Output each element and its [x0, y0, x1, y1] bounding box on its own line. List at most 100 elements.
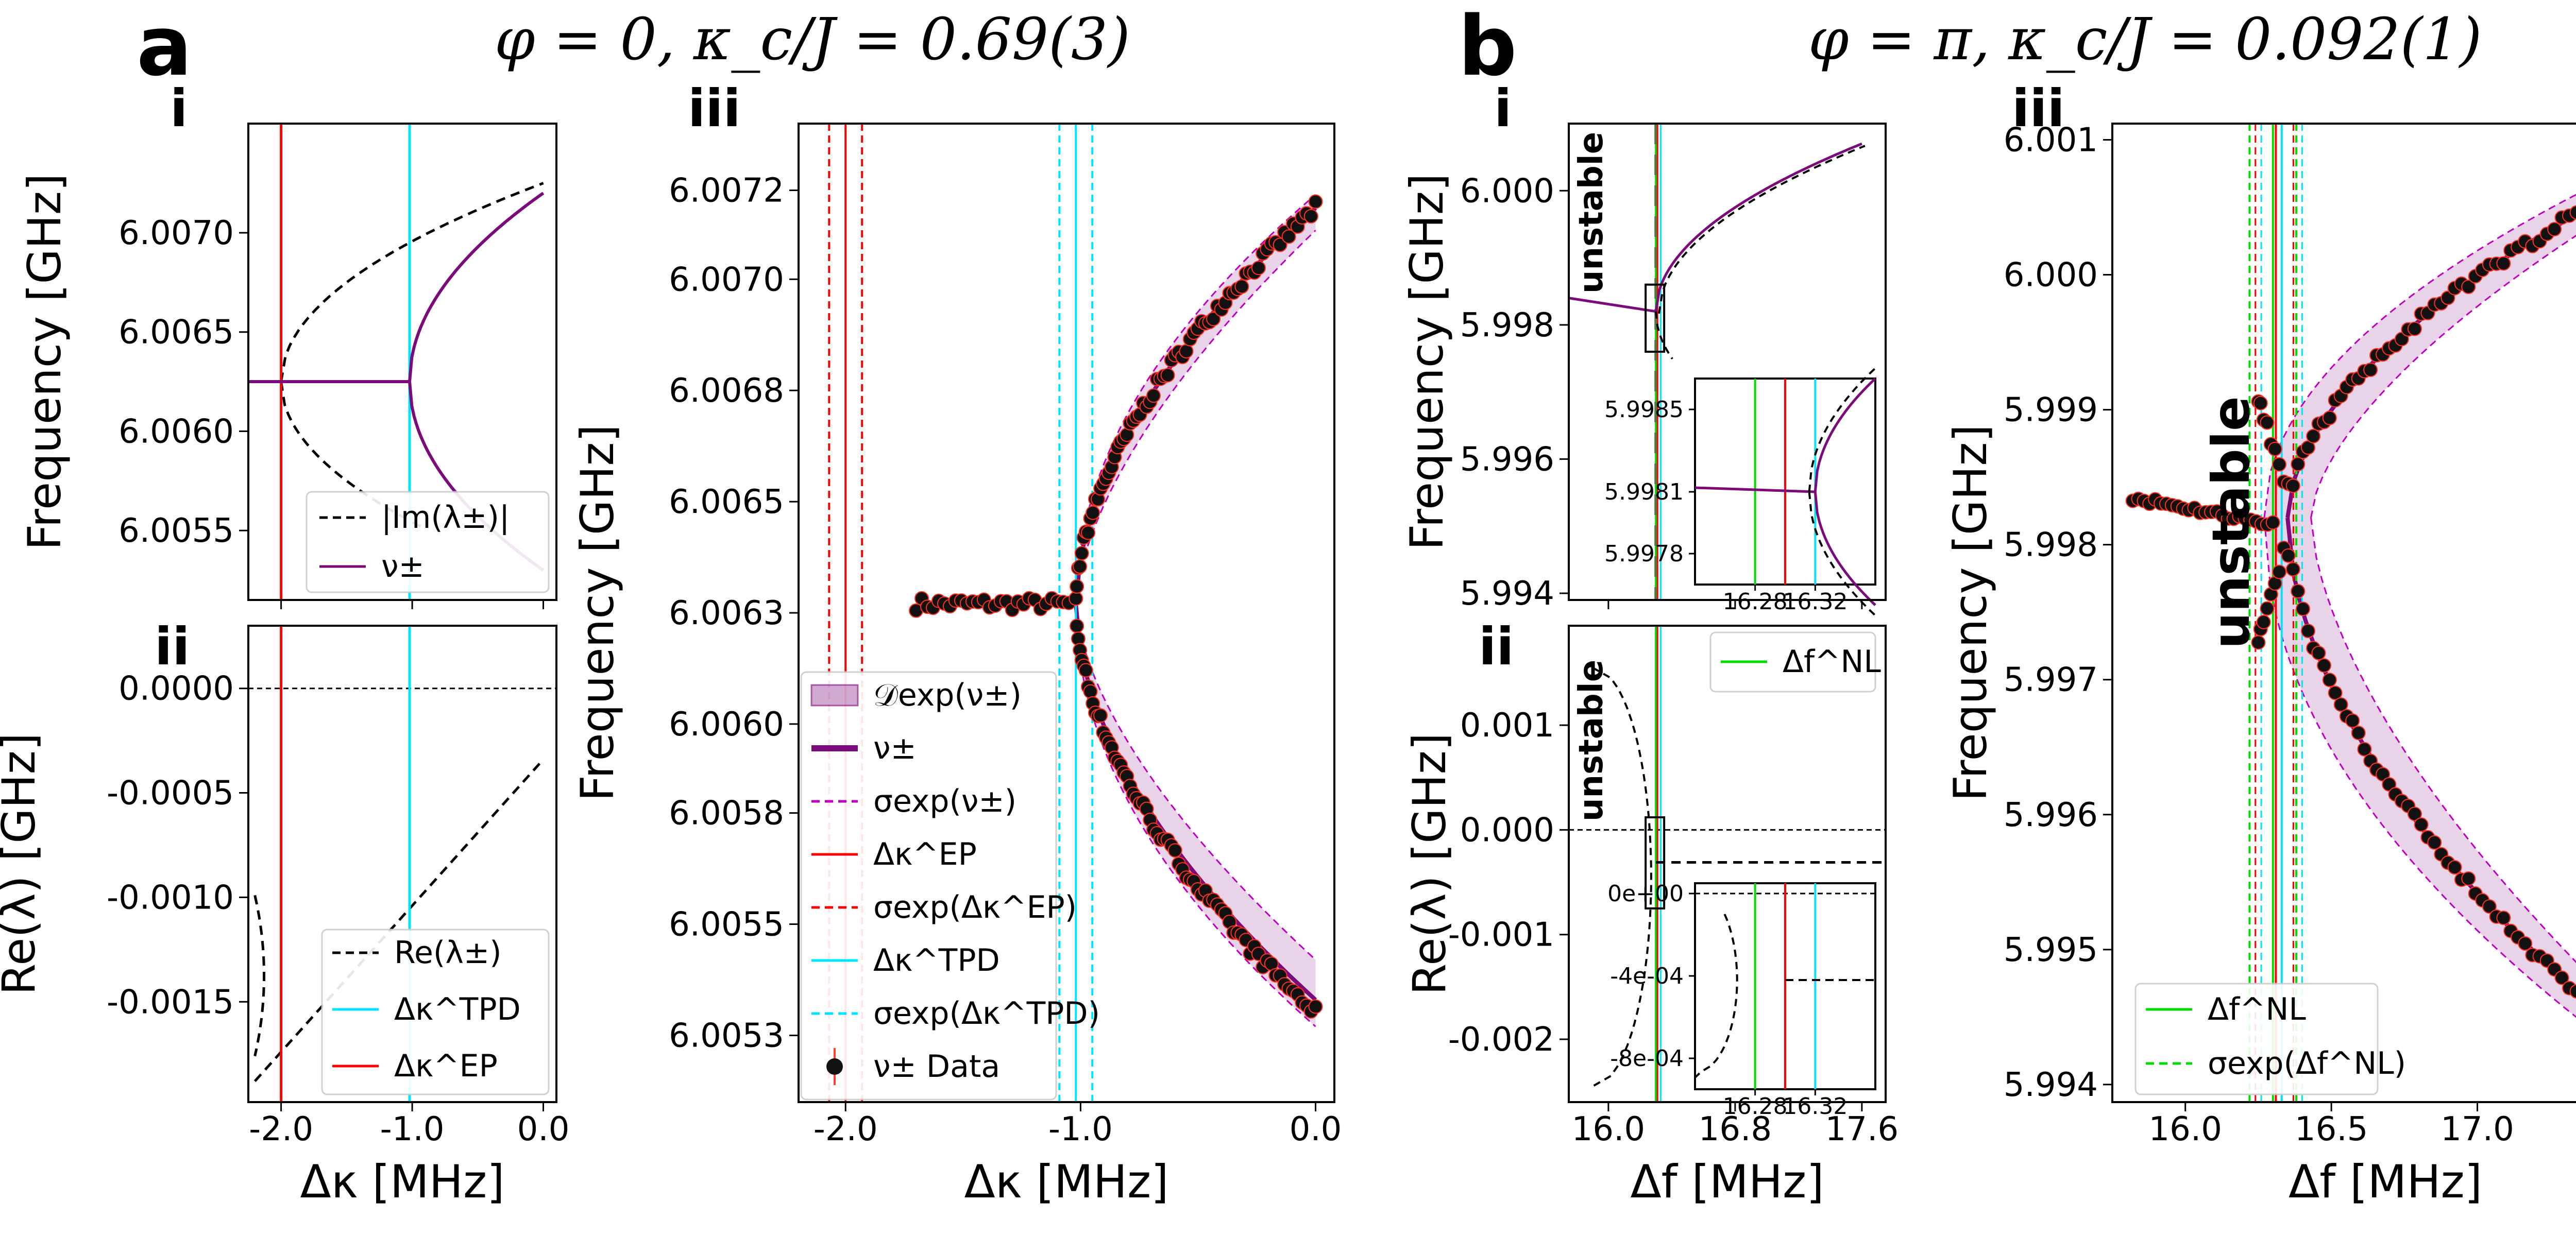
data-point	[1069, 591, 1083, 606]
b-iii-ytick-label: 5.995	[2004, 931, 2098, 969]
data-point	[2291, 457, 2306, 472]
legend-a-iii-6-label: σexp(Δκ^TPD)	[873, 995, 1100, 1032]
unstable-label: unstable	[1572, 660, 1611, 821]
b-i-ytick-label: 5.994	[1460, 575, 1554, 613]
legend-re-lambda-label: Re(λ±)	[394, 935, 502, 971]
b-ii-xtick-label: 17.6	[1825, 1110, 1899, 1148]
legend-a-iii-1-label: ν±	[873, 730, 917, 766]
b-iii-xtick-label: 16.0	[2148, 1110, 2222, 1148]
sigma-nu-lower-outer	[1075, 604, 1316, 1027]
b-iii-ytick-label: 5.999	[2004, 391, 2098, 430]
label-b-i: i	[1494, 78, 1512, 139]
inset-nu-upper	[1814, 377, 1876, 492]
inset-plot	[1694, 883, 1875, 1089]
b-ii-ytick-label: 0.001	[1460, 707, 1554, 745]
sigma-nu-lower-inner	[1075, 604, 1316, 960]
a-i-ytick-label: 6.0065	[118, 314, 234, 352]
data-point	[1073, 559, 1088, 574]
b-ii-inset-xtick-label: 16.28	[1723, 1093, 1788, 1120]
legend-a-iii-7-handle-dot	[826, 1058, 843, 1075]
b-i-inset-xtick-label: 16.32	[1783, 589, 1848, 615]
data-point	[2296, 602, 2311, 616]
label-b-ii: ii	[1479, 616, 1514, 677]
data-point	[2291, 584, 2306, 599]
b-iii-ytick-label: 5.998	[2004, 526, 2098, 564]
a-i-ylabel: Frequency [GHz]	[18, 174, 71, 551]
a-iii-ytick-label: 6.0060	[669, 706, 784, 744]
data-point	[2569, 984, 2576, 999]
a-ii-xtick-label: -2.0	[249, 1110, 313, 1148]
a-iii-ylabel: Frequency [GHz]	[571, 424, 624, 801]
data-point	[2414, 817, 2429, 832]
sigma-upper-inner	[2310, 234, 2576, 518]
data-point	[2427, 835, 2442, 850]
unstable-label: unstable	[2201, 396, 2261, 649]
legend-tpd-label: Δκ^TPD	[394, 991, 521, 1027]
data-point	[1160, 368, 1175, 383]
sigma-nu-upper-inner	[1075, 230, 1316, 604]
b-ii-inset-ytick-label: -4e-04	[1610, 963, 1684, 989]
data-point	[1081, 525, 1096, 540]
legend-a-iii-0-label: 𝒟exp(ν±)	[873, 677, 1022, 713]
panel-label-a: a	[137, 0, 192, 94]
legend-nl-sigma-label: σexp(Δf^NL)	[2208, 1045, 2406, 1082]
a-iii-ytick-label: 6.0063	[669, 594, 784, 632]
zoom-region-box	[1645, 816, 1666, 909]
b-i-ytick-label: 5.996	[1460, 440, 1554, 478]
b-ii-inset-ytick-label: -8e-04	[1610, 1045, 1684, 1072]
data-point	[2333, 697, 2348, 712]
a-i-legend: |Im(λ±)| ν±	[306, 491, 550, 593]
legend-a-iii-2-label: σexp(ν±)	[873, 783, 1016, 819]
b-iii-ytick-label: 6.000	[2004, 256, 2098, 295]
data-point	[2272, 457, 2287, 472]
re-lambda-b	[253, 895, 265, 1057]
sigma-upper-outer	[2263, 194, 2576, 518]
legend-a-iii-4-label: σexp(Δκ^EP)	[873, 889, 1077, 925]
data-point	[2461, 871, 2476, 886]
re-lambda-curve	[1592, 666, 1652, 1088]
b-ii-xtick-label: 16.0	[1572, 1110, 1646, 1148]
data-point	[1273, 237, 1287, 252]
data-point	[2351, 726, 2366, 741]
im-lambda-upper-curve	[280, 182, 544, 382]
confidence-band	[2264, 195, 2576, 1017]
zoom-region-box	[1645, 283, 1666, 353]
b-i-plot-area	[1569, 124, 1866, 600]
data-point	[2260, 415, 2275, 430]
a-iii-ytick-label: 6.0055	[669, 906, 784, 944]
b-ii-legend-box	[1709, 631, 1876, 693]
legend-im-lambda-label: |Im(λ±)|	[381, 500, 510, 536]
a-i-ytick-label: 6.0055	[118, 512, 234, 550]
data-point	[1251, 261, 1266, 276]
a-ii-xtick-label: 0.0	[517, 1110, 570, 1148]
data-point	[2311, 646, 2326, 661]
legend-nl-label: Δf^NL	[2208, 991, 2306, 1027]
b-ii-inset-ytick-label: 0e+00	[1607, 881, 1684, 907]
data-point	[1093, 708, 1108, 723]
label-a-iii: iii	[688, 78, 741, 139]
b-ii-legend: Δf^NL	[1709, 631, 1881, 693]
legend-ep-label: Δκ^EP	[394, 1048, 498, 1084]
data-point	[2554, 970, 2569, 985]
legend-nu-label: ν±	[381, 548, 425, 585]
data-point	[1086, 505, 1100, 520]
a-iii-ytick-label: 6.0058	[669, 795, 784, 833]
data-point	[1070, 579, 1084, 594]
title-b: φ = π, κ_c/J = 0.092(1)	[1808, 6, 2482, 73]
a-iii-xtick-label: -2.0	[814, 1110, 878, 1148]
b-ii-ytick-label: -0.001	[1448, 916, 1554, 954]
legend-a-iii-3-label: Δκ^EP	[873, 836, 977, 872]
b-i-inset-ytick-label: 5.9978	[1604, 541, 1684, 567]
a-ii-legend-box	[321, 929, 550, 1095]
data-point	[1070, 619, 1084, 633]
b-iii-xtick-label: 17.0	[2441, 1110, 2514, 1148]
b-iii-legend-box	[2134, 983, 2379, 1095]
data-point	[2547, 222, 2562, 237]
b-iii-legend: Δf^NL σexp(Δf^NL)	[2134, 983, 2406, 1095]
b-i-ytick-label: 5.998	[1460, 306, 1554, 345]
b-ii-xtick-label: 16.8	[1699, 1110, 1772, 1148]
a-ii-ytick-label: -0.0010	[107, 879, 234, 917]
sigma-lower-inner	[2310, 517, 2576, 964]
b-iii-xlabel: Δf [MHz]	[2289, 1155, 2482, 1208]
b-ii-plot-area	[1569, 626, 1886, 1102]
